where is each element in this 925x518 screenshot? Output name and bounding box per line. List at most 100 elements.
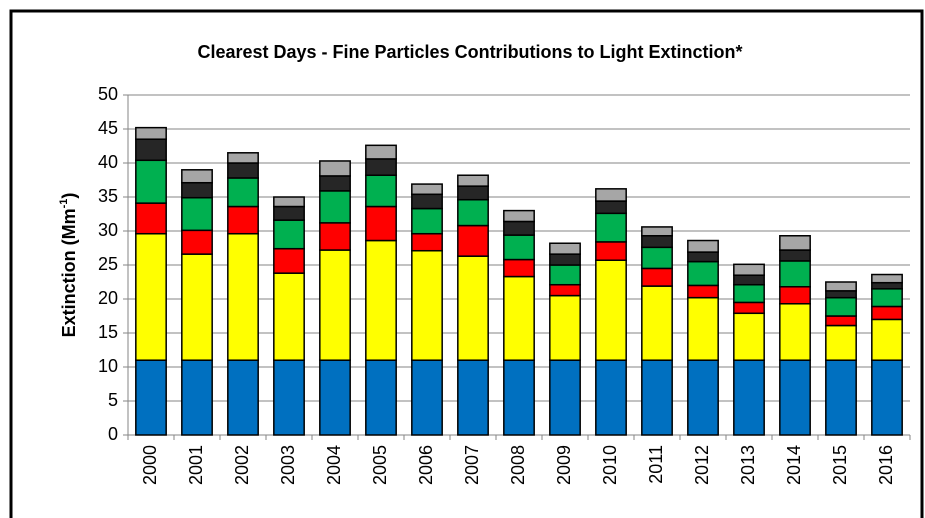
bar-segment bbox=[365, 239, 397, 361]
bar-segment bbox=[135, 138, 167, 162]
bar-segment bbox=[135, 159, 167, 204]
bar-segment bbox=[641, 267, 673, 287]
chart-title: Clearest Days - Fine Particles Contribut… bbox=[197, 42, 742, 62]
bar-segment bbox=[779, 286, 811, 305]
bar-segment bbox=[411, 249, 443, 361]
bar-segment bbox=[411, 183, 443, 196]
y-tick-label: 45 bbox=[98, 118, 118, 138]
bar-segment bbox=[641, 285, 673, 361]
bar-segment bbox=[549, 359, 581, 436]
bar-segment bbox=[457, 174, 489, 187]
bar-segment bbox=[273, 205, 305, 221]
bar-segment bbox=[273, 359, 305, 436]
x-tick-label: 2004 bbox=[324, 445, 344, 485]
bar-segment bbox=[503, 220, 535, 236]
bar-segment bbox=[365, 205, 397, 242]
y-axis-title-end: ) bbox=[59, 193, 79, 199]
bar-segment bbox=[733, 359, 765, 436]
y-tick-label: 25 bbox=[98, 254, 118, 274]
bar-segment bbox=[319, 222, 351, 251]
bar-segment bbox=[181, 359, 213, 436]
x-tick-label: 2001 bbox=[186, 445, 206, 485]
bar-segment bbox=[135, 126, 167, 140]
bar-segment bbox=[825, 296, 857, 317]
bar-segment bbox=[503, 359, 535, 436]
bar-segment bbox=[871, 273, 903, 284]
x-tick-label: 2011 bbox=[646, 445, 666, 484]
bar-segment bbox=[227, 152, 259, 164]
bar-segment bbox=[733, 283, 765, 304]
y-tick-label: 50 bbox=[98, 84, 118, 104]
bar-segment bbox=[733, 274, 765, 286]
bar-segment bbox=[319, 160, 351, 177]
bar-segment bbox=[549, 294, 581, 361]
y-axis-title-text: Extinction (Mm bbox=[59, 208, 79, 337]
bar-segment bbox=[319, 359, 351, 436]
bar-segment bbox=[871, 359, 903, 436]
y-tick-label: 30 bbox=[98, 220, 118, 240]
bar-segment bbox=[825, 290, 857, 299]
bar-segment bbox=[687, 284, 719, 299]
bar-segment bbox=[549, 264, 581, 286]
bar-segment bbox=[457, 198, 489, 227]
y-axis-title-sup: -1 bbox=[58, 199, 70, 209]
x-tick-label: 2015 bbox=[830, 445, 850, 485]
bar-segment bbox=[181, 196, 213, 232]
x-tick-label: 2006 bbox=[416, 445, 436, 485]
bar-segment bbox=[411, 232, 443, 252]
bar-segment bbox=[687, 296, 719, 361]
x-tick-label: 2002 bbox=[232, 445, 252, 485]
bar-segment bbox=[641, 246, 673, 270]
bar-segment bbox=[273, 272, 305, 361]
bar-segment bbox=[871, 281, 903, 290]
bar-segment bbox=[779, 249, 811, 262]
bar-segment bbox=[503, 209, 535, 223]
x-tick-label: 2000 bbox=[140, 445, 160, 485]
bar-segment bbox=[503, 275, 535, 361]
x-tick-label: 2012 bbox=[692, 445, 712, 485]
y-tick-label: 10 bbox=[98, 356, 118, 376]
bar-segment bbox=[227, 232, 259, 361]
bar-segment bbox=[273, 247, 305, 274]
bar-segment bbox=[549, 253, 581, 266]
bar-segment bbox=[135, 359, 167, 436]
bar-segment bbox=[319, 175, 351, 192]
bar-segment bbox=[135, 202, 167, 235]
bar-segment bbox=[825, 315, 857, 327]
bar-segment bbox=[687, 239, 719, 253]
bar-segment bbox=[181, 169, 213, 184]
bar-segment bbox=[273, 219, 305, 250]
x-tick-label: 2009 bbox=[554, 445, 574, 485]
bar-segment bbox=[595, 188, 627, 202]
bar-segment bbox=[411, 193, 443, 210]
x-tick-label: 2014 bbox=[784, 445, 804, 485]
y-tick-label: 35 bbox=[98, 186, 118, 206]
bar-segment bbox=[457, 359, 489, 436]
bar-segment bbox=[365, 158, 397, 176]
bar-segment bbox=[779, 303, 811, 361]
bar-segment bbox=[135, 232, 167, 361]
bar-segment bbox=[181, 229, 213, 255]
y-tick-label: 20 bbox=[98, 288, 118, 308]
y-tick-label: 5 bbox=[108, 390, 118, 410]
bar-segment bbox=[457, 255, 489, 361]
bar-segment bbox=[687, 359, 719, 436]
bar-segment bbox=[411, 359, 443, 436]
bar-segment bbox=[181, 181, 213, 199]
bar-segment bbox=[227, 359, 259, 436]
bar-segment bbox=[457, 185, 489, 201]
bar-segment bbox=[365, 144, 397, 160]
bar-segment bbox=[365, 174, 397, 208]
bar-segment bbox=[733, 263, 765, 276]
bar-segment bbox=[503, 234, 535, 261]
bar-segment bbox=[871, 318, 903, 361]
y-tick-label: 40 bbox=[98, 152, 118, 172]
bar-segment bbox=[227, 162, 259, 179]
y-tick-label: 0 bbox=[108, 424, 118, 444]
bar-segment bbox=[319, 190, 351, 224]
bar-segment bbox=[779, 260, 811, 288]
bar-segment bbox=[641, 235, 673, 249]
bar-segment bbox=[595, 241, 627, 261]
y-axis-title: Extinction (Mm-1) bbox=[58, 193, 79, 338]
bar-segment bbox=[595, 259, 627, 361]
